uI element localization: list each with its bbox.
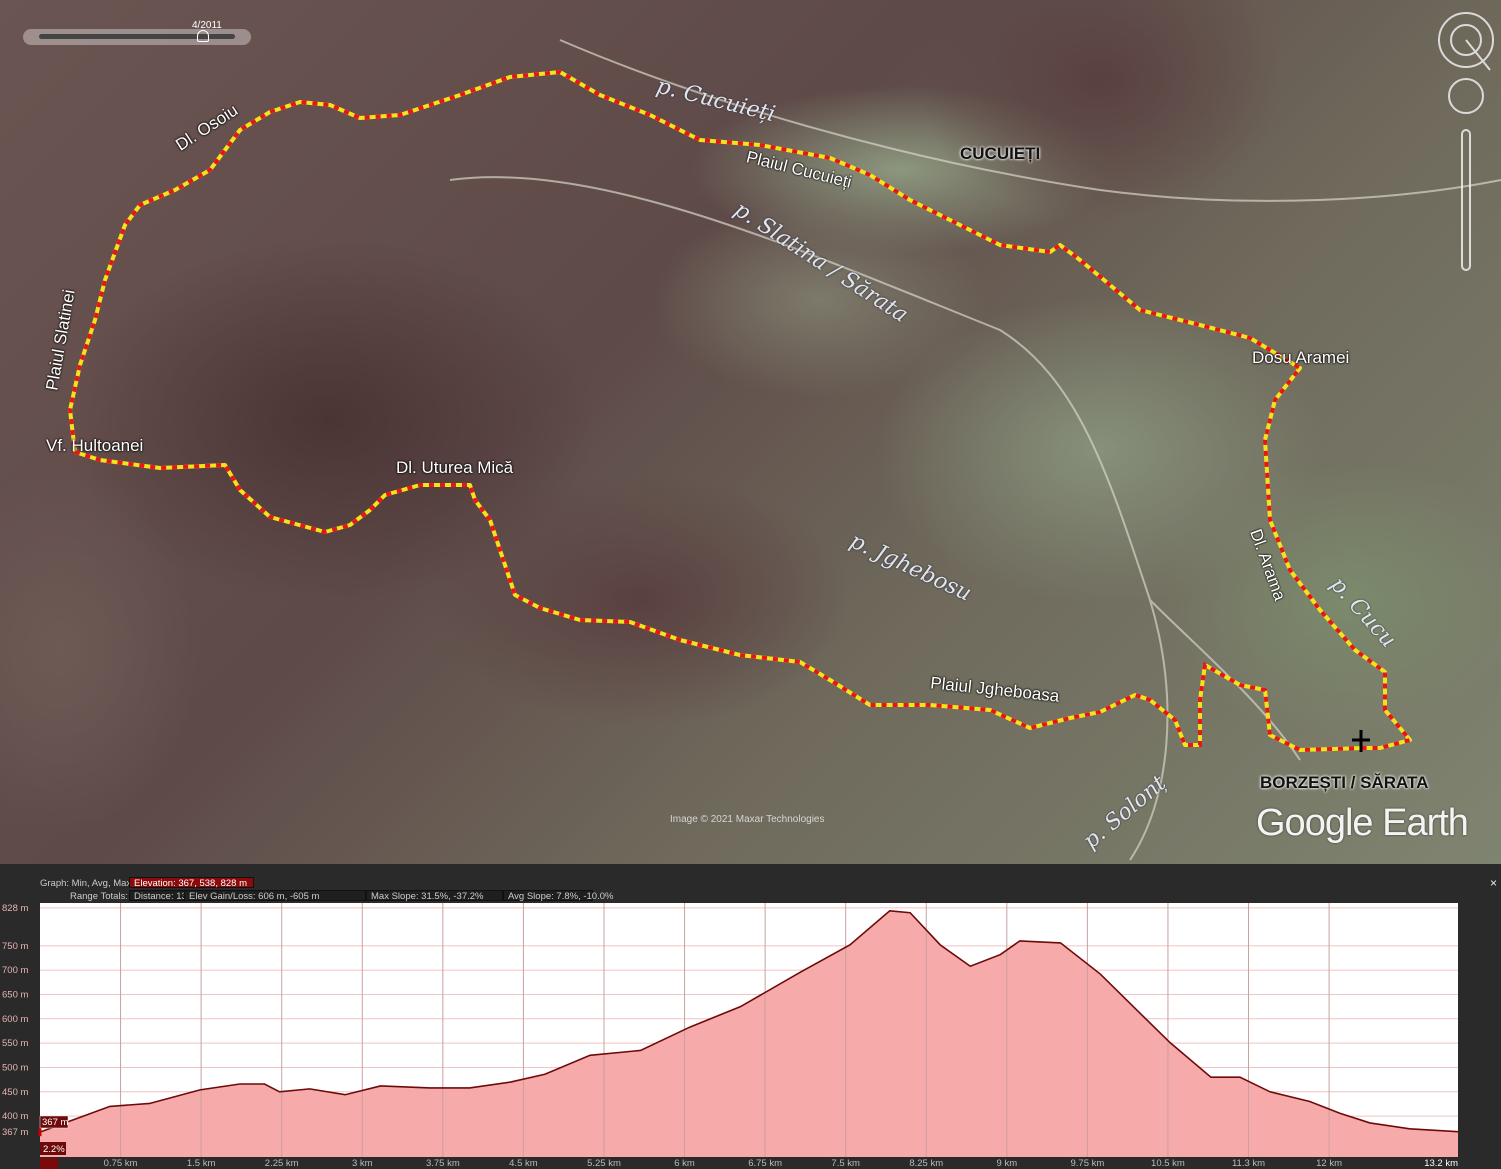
elevation-stats: Elevation: 367, 538, 828 m (129, 877, 254, 889)
y-tick-label: 450 m (2, 1087, 28, 1098)
graph-label: Graph: Min, Avg, Max: (40, 878, 134, 889)
x-tick-label: 10.5 km (1151, 1158, 1185, 1169)
x-tick-label: 8.25 km (909, 1158, 943, 1169)
label-dl-uturea-mica: Dl. Uturea Mică (396, 458, 514, 477)
route-line[interactable] (68, 70, 1412, 752)
elev-gain-loss-stat: Elev Gain/Loss: 606 m, -605 m (184, 890, 366, 902)
google-earth-logo: Google Earth (1256, 802, 1469, 844)
x-tick-label: 5.25 km (587, 1158, 621, 1169)
compass-icon[interactable] (1438, 12, 1494, 271)
y-tick-label: 367 m (2, 1127, 28, 1138)
x-tick-label: 11.3 km (1232, 1158, 1265, 1169)
time-slider-handle[interactable] (197, 30, 209, 42)
y-tick-label: 750 m (2, 941, 28, 952)
start-marker-icon (1352, 730, 1370, 752)
cursor-slope-box (40, 1142, 66, 1155)
max-slope-stat: Max Slope: 31.5%, -37.2% (366, 890, 503, 902)
avg-slope-stat: Avg Slope: 7.8%, -10.0% (503, 890, 613, 902)
cursor-elevation: 367 m (42, 1117, 68, 1128)
label-dosu-aramei: Dosu Aramei (1252, 348, 1350, 367)
x-tick-label: 4.5 km (509, 1158, 538, 1169)
x-tick-label: 7.5 km (831, 1158, 860, 1169)
range-totals-label: Range Totals: (70, 891, 128, 902)
x-cursor-marker (40, 1158, 58, 1169)
time-slider-label: 4/2011 (192, 20, 222, 31)
label-borzesti-sarata: BORZEȘTI / SĂRATA (1260, 773, 1429, 792)
x-tick-label: 3 km (352, 1158, 373, 1169)
elevation-line (39, 909, 1459, 1133)
x-tick-label: 6 km (674, 1158, 695, 1169)
x-tick-label: 13.2 km (1424, 1158, 1458, 1169)
x-tick-label: 2.25 km (265, 1158, 299, 1169)
x-tick-label: 0.75 km (104, 1158, 138, 1169)
imagery-copyright: Image © 2021 Maxar Technologies (670, 814, 825, 825)
elevation-chart[interactable]: 828 m 750 m 700 m 650 m 600 m 550 m 500 m 450 m… (0, 864, 1501, 1169)
y-tick-label: 828 m (2, 903, 28, 914)
elevation-area (40, 910, 1458, 1157)
elevation-profile-panel: Graph: Min, Avg, Max: Elevation: 367, 53… (0, 864, 1501, 1169)
x-tick-label: 9.75 km (1070, 1158, 1104, 1169)
x-tick-label: 1.5 km (187, 1158, 216, 1169)
y-tick-label: 400 m (2, 1111, 28, 1122)
x-tick-label: 9 km (997, 1158, 1018, 1169)
x-tick-label: 3.75 km (426, 1158, 460, 1169)
y-tick-label: 650 m (2, 989, 28, 1000)
time-slider[interactable] (23, 29, 251, 45)
label-vf-hultoanei: Vf. Hultoanei (46, 436, 144, 455)
y-tick-label: 550 m (2, 1038, 28, 1049)
close-profile-button[interactable]: × (1489, 876, 1497, 890)
x-tick-label: 6.75 km (748, 1158, 782, 1169)
y-tick-label: 500 m (2, 1062, 28, 1073)
route-markers (67, 69, 1414, 753)
label-cucuieti: CUCUIEȚI (960, 144, 1041, 163)
x-tick-label: 12 km (1316, 1158, 1342, 1169)
y-tick-label: 600 m (2, 1014, 28, 1025)
route-layer (67, 12, 1501, 861)
satellite-map[interactable]: 4/2011 Dl. Osoiu p. Cucuieți Plaiul Cucu… (0, 0, 1501, 864)
cursor-slope: 2.2% (43, 1144, 65, 1155)
distance-stat: Distance: 13.2 km (129, 890, 210, 902)
y-tick-label: 700 m (2, 965, 28, 976)
cursor-elevation-box (39, 1115, 69, 1129)
